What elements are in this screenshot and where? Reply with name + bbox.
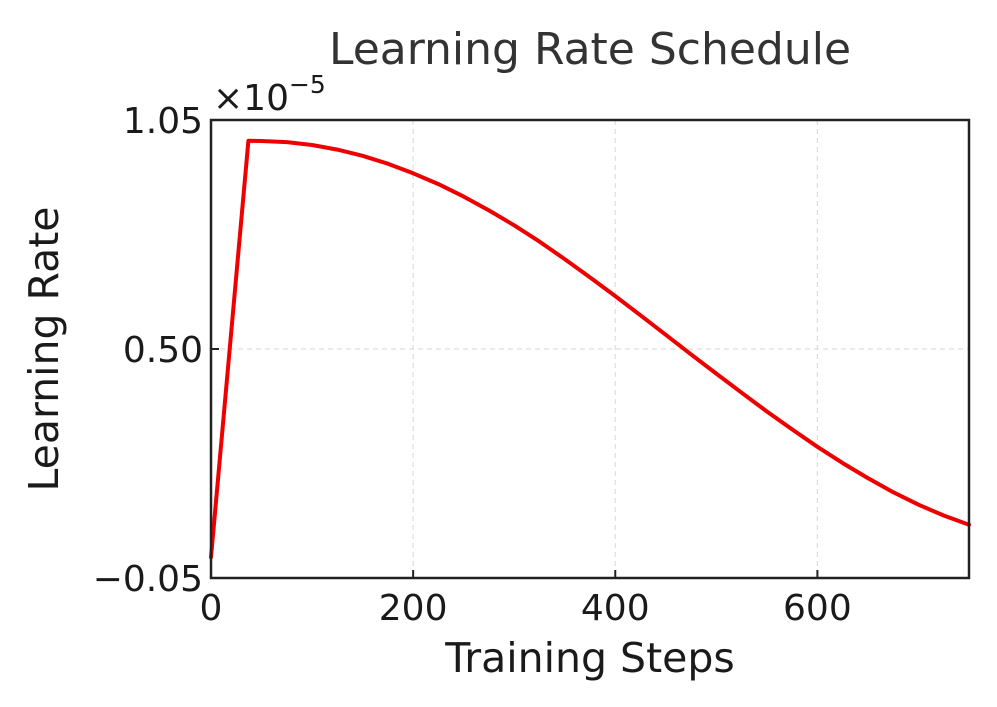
x-tick-label: 600 bbox=[783, 588, 852, 629]
x-axis-ticks: 0 200 400 600 bbox=[200, 570, 852, 629]
y-axis-ticks: −0.05 0.50 1.05 bbox=[93, 101, 219, 600]
y-axis-offset: ×10−5 bbox=[213, 70, 326, 119]
y-axis-offset-base: ×10 bbox=[213, 78, 289, 119]
y-tick-label: −0.05 bbox=[93, 559, 203, 600]
x-tick-label: 0 bbox=[200, 588, 223, 629]
y-axis-offset-exponent: −5 bbox=[289, 70, 326, 99]
y-axis-label: Learning Rate bbox=[20, 206, 68, 491]
y-tick-label: 1.05 bbox=[123, 101, 203, 142]
x-axis-label: Training Steps bbox=[444, 634, 735, 682]
chart-title: Learning Rate Schedule bbox=[329, 24, 851, 75]
series-line bbox=[209, 138, 971, 560]
grid bbox=[211, 120, 969, 578]
y-tick-label: 0.50 bbox=[123, 330, 203, 371]
x-tick-label: 200 bbox=[379, 588, 448, 629]
x-tick-label: 400 bbox=[581, 588, 650, 629]
